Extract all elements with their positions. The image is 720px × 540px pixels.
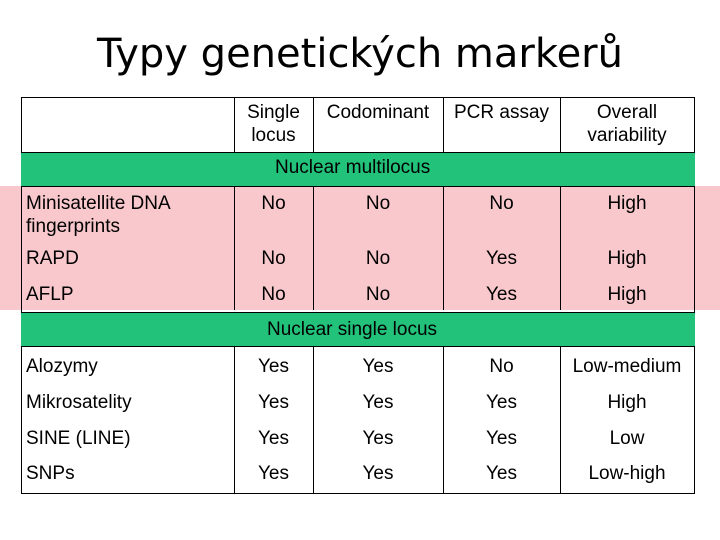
table-cell: Yes [486, 248, 517, 269]
grid-line [234, 346, 235, 494]
table-cell: Yes [258, 356, 289, 377]
table-row-label: AFLP [26, 284, 74, 305]
table-cell: No [261, 284, 286, 305]
table-cell: Low-high [588, 463, 666, 484]
grid-line [560, 186, 561, 310]
table-row-label: Minisatellite DNA fingerprints [26, 193, 171, 237]
grid-line [21, 97, 22, 494]
highlight-band [0, 186, 720, 310]
grid-line [443, 186, 444, 310]
column-header: Single locus [247, 102, 300, 146]
table-cell: Yes [486, 428, 517, 449]
table-row-label: SINE (LINE) [26, 428, 131, 449]
section-band [21, 312, 695, 347]
table-cell: No [489, 356, 514, 377]
grid-line [234, 97, 235, 152]
grid-line [560, 97, 561, 152]
table-cell: Yes [362, 463, 394, 484]
table-cell: High [607, 248, 647, 269]
table-cell: Yes [362, 392, 394, 413]
table-row-label: Alozymy [26, 356, 98, 377]
grid-line [694, 97, 695, 494]
section-label: Nuclear single locus [267, 319, 438, 340]
column-header: PCR assay [453, 102, 550, 123]
section-band [21, 152, 695, 187]
section-label: Nuclear multilocus [275, 157, 431, 178]
table-row-label: SNPs [26, 463, 75, 484]
table-cell: High [607, 193, 647, 214]
table-cell: No [261, 193, 286, 214]
table-cell: No [261, 248, 286, 269]
table-cell: Yes [362, 356, 394, 377]
grid-line [313, 346, 314, 494]
grid-line [443, 346, 444, 494]
table-cell: Yes [362, 428, 394, 449]
table-cell: Low [609, 428, 645, 449]
grid-line [560, 346, 561, 494]
table-cell: Yes [258, 392, 289, 413]
grid-line [443, 97, 444, 152]
grid-line [21, 97, 695, 98]
table-cell: Yes [486, 392, 517, 413]
grid-line [234, 186, 235, 310]
table-row-label: Mikrosatelity [26, 392, 132, 413]
table-cell: No [365, 284, 391, 305]
table-cell: No [365, 248, 391, 269]
table-cell: High [607, 284, 647, 305]
table-cell: Low-medium [572, 356, 682, 377]
grid-line [313, 186, 314, 310]
column-header: Codominant [326, 102, 430, 123]
table-cell: High [607, 392, 647, 413]
table-row-label: RAPD [26, 248, 79, 269]
table-cell: Yes [258, 463, 289, 484]
table-cell: No [365, 193, 391, 214]
table-cell: No [489, 193, 514, 214]
table-cell: Yes [258, 428, 289, 449]
grid-line [21, 493, 695, 494]
page-title: Typy genetických markerů [97, 31, 623, 77]
grid-line [313, 97, 314, 152]
table-cell: Yes [486, 463, 517, 484]
table-cell: Yes [486, 284, 517, 305]
column-header: Overall variability [587, 102, 667, 146]
